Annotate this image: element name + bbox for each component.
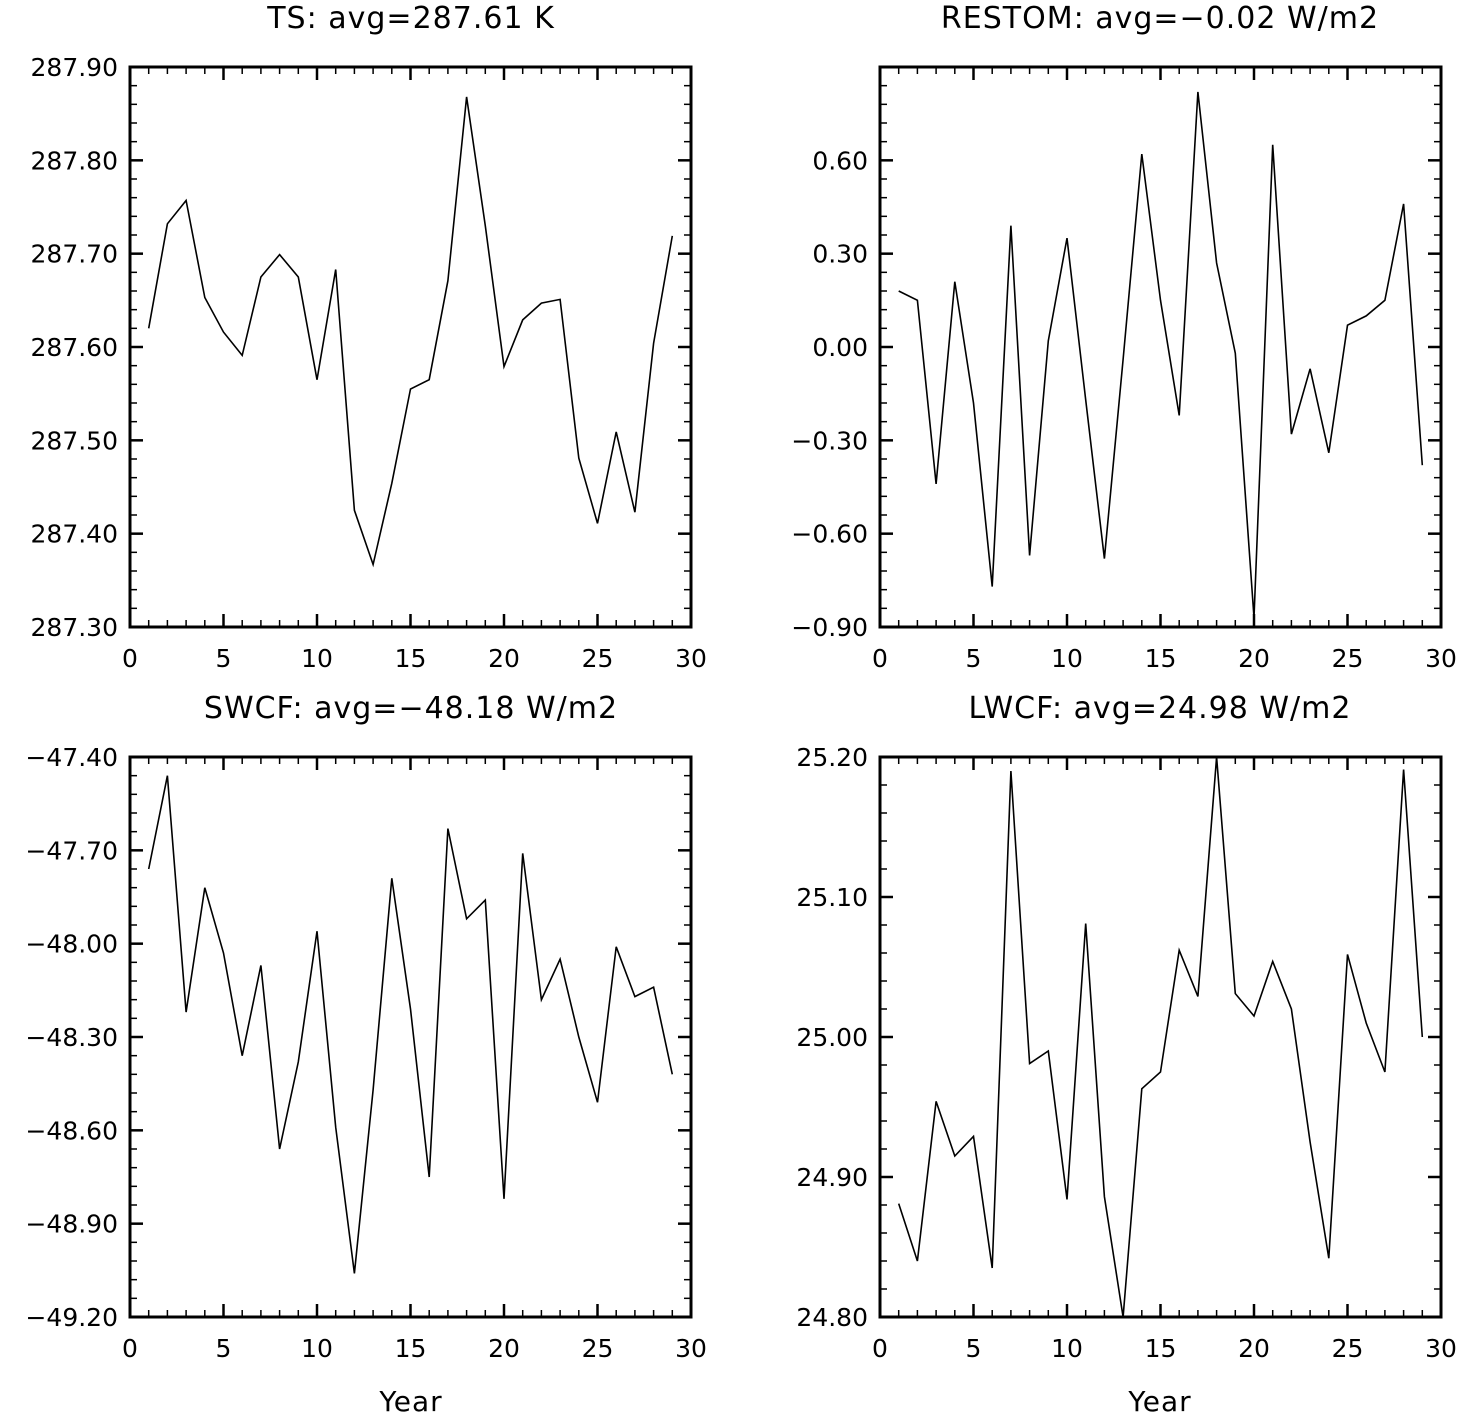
y-tick-label: 287.40 [31,520,118,549]
x-axis-label: Year [378,1385,442,1416]
x-tick-label: 10 [301,644,333,673]
panel-lwcf: LWCF: avg=24.98 W/m2 0 5 10 15 20 25 30 24.80 24… [796,691,1456,1416]
y-tick-label: 287.90 [31,53,118,82]
x-tick-label: 10 [1051,1334,1083,1363]
y-tick-label: 25.20 [796,743,868,772]
series-line [147,96,674,568]
panel-restom: RESTOM: avg=−0.02 W/m2 0 5 10 15 20 25 30 −0.90… [791,1,1457,673]
x-tick-label: 25 [1332,644,1364,673]
y-tick-label: 287.50 [31,426,118,455]
plot-frame [128,755,693,1319]
y-tick-label: 0.30 [812,240,868,269]
panel-swcf: SWCF: avg=−48.18 W/m2 0 5 10 15 20 25 30 −49.20… [25,691,706,1416]
y-tick-label: −47.70 [25,836,118,865]
series-line [898,91,1424,618]
y-tick-label: 287.30 [31,613,118,642]
panel-ts: TS: avg=287.61 K 0 5 10 15 20 25 30 287.30 287.4… [31,1,707,673]
panel-title: LWCF: avg=24.98 W/m2 [969,691,1352,726]
series-line [897,756,1424,1318]
y-tick-label: 287.60 [31,333,118,362]
y-tick-label: 0.60 [812,146,868,175]
y-tick-label: −0.60 [791,520,868,549]
x-tick-label: 30 [675,1334,707,1363]
y-tick-label: 0.00 [812,333,868,362]
panel-title: TS: avg=287.61 K [266,1,555,36]
plot-frame [878,65,1443,629]
y-tick-label: −0.30 [791,426,868,455]
x-tick-label: 5 [216,644,232,673]
x-tick-label: 30 [1425,1334,1457,1363]
x-tick-label: 20 [488,1334,520,1363]
x-tick-label: 20 [1238,1334,1270,1363]
plot-frame [128,65,693,629]
x-tick-label: 15 [1145,1334,1177,1363]
x-tick-label: 15 [395,644,427,673]
x-tick-label: 0 [872,1334,888,1363]
x-axis-label: Year [1127,1385,1191,1416]
plot-frame [878,755,1443,1319]
y-tick-label: −47.40 [25,743,118,772]
x-tick-label: 10 [301,1334,333,1363]
series-line [147,775,674,1274]
x-tick-label: 25 [1332,1334,1364,1363]
x-tick-label: 5 [966,1334,982,1363]
y-tick-label: 24.80 [796,1303,868,1332]
x-tick-label: 0 [122,1334,138,1363]
y-tick-label: 25.00 [796,1023,868,1052]
x-tick-label: 20 [488,644,520,673]
y-tick-label: −48.00 [25,930,118,959]
x-tick-label: 20 [1238,644,1270,673]
y-tick-label: 25.10 [796,883,868,912]
y-tick-label: −0.90 [791,613,868,642]
y-tick-label: 24.90 [796,1163,868,1192]
y-tick-label: 287.70 [31,240,118,269]
x-tick-label: 0 [872,644,888,673]
x-tick-label: 30 [1425,644,1457,673]
x-tick-label: 15 [395,1334,427,1363]
y-tick-label: 287.80 [31,146,118,175]
panel-title: SWCF: avg=−48.18 W/m2 [204,691,618,726]
x-tick-label: 5 [216,1334,232,1363]
y-tick-label: −48.60 [25,1116,118,1145]
y-tick-label: −48.30 [25,1023,118,1052]
y-tick-label: −49.20 [25,1303,118,1332]
x-tick-label: 25 [582,644,614,673]
x-tick-label: 5 [966,644,982,673]
x-tick-label: 25 [582,1334,614,1363]
x-tick-label: 10 [1051,644,1083,673]
y-tick-label: −48.90 [25,1210,118,1239]
x-tick-label: 15 [1145,644,1177,673]
x-tick-label: 0 [122,644,138,673]
x-tick-label: 30 [675,644,707,673]
panel-title: RESTOM: avg=−0.02 W/m2 [941,1,1379,36]
